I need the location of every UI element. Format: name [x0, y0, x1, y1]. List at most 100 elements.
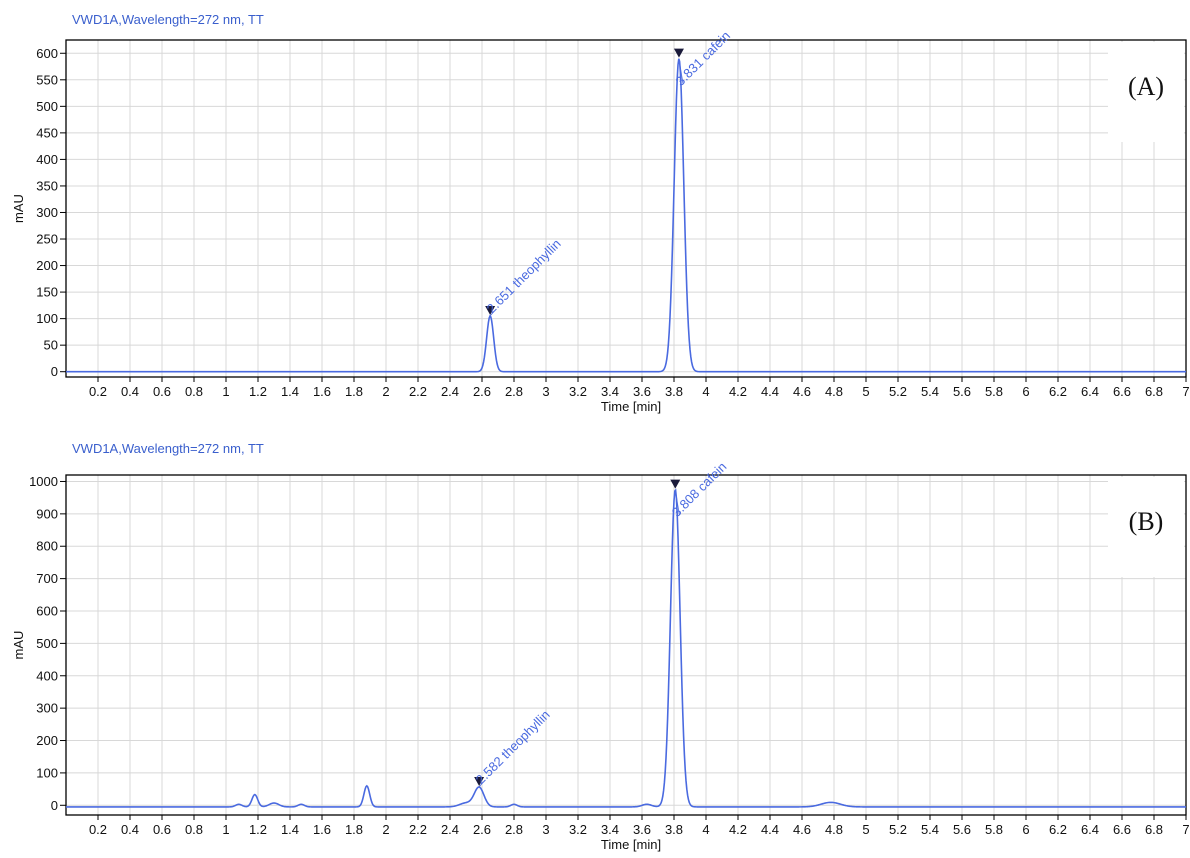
x-axis-title: Time [min]: [601, 399, 661, 414]
peak-leader: [478, 781, 484, 788]
x-tick-label: 6.2: [1049, 822, 1067, 837]
y-tick-label: 200: [36, 733, 58, 748]
x-tick-label: 0.6: [153, 822, 171, 837]
x-tick-label: 1.6: [313, 822, 331, 837]
x-tick-label: 4.6: [793, 384, 811, 399]
panel-tag: (B): [1129, 507, 1164, 536]
x-tick-label: 6: [1022, 822, 1029, 837]
peak-label: 3.808 cafein: [669, 459, 730, 520]
x-tick-label: 3.6: [633, 822, 651, 837]
signal-trace: [66, 58, 1186, 373]
y-tick-label: 100: [36, 765, 58, 780]
x-tick-label: 1: [222, 384, 229, 399]
x-tick-label: 3.2: [569, 384, 587, 399]
x-tick-label: 6.6: [1113, 822, 1131, 837]
peak-marker-icon: [670, 479, 681, 489]
x-tick-label: 4: [702, 822, 709, 837]
x-tick-label: 6.8: [1145, 384, 1163, 399]
y-tick-label: 50: [44, 338, 58, 353]
x-tick-label: 3: [542, 822, 549, 837]
x-tick-label: 1.8: [345, 822, 363, 837]
y-tick-label: 550: [36, 72, 58, 87]
x-tick-label: 3.6: [633, 384, 651, 399]
x-tick-label: 5.2: [889, 822, 907, 837]
y-tick-label: 300: [36, 701, 58, 716]
x-tick-label: 5.8: [985, 822, 1003, 837]
x-tick-label: 0.6: [153, 384, 171, 399]
chromatogram-panel-a: VWD1A,Wavelength=272 nm, TT 0.2 0.4 0.6 0.8 1…: [11, 12, 1190, 414]
x-tick-label: 5.8: [985, 384, 1003, 399]
y-tick-label: 0: [51, 364, 58, 379]
y-tick-label: 600: [36, 604, 58, 619]
grid-lines: [66, 40, 1187, 377]
x-tick-label: 4.4: [761, 822, 779, 837]
x-tick-label: 6.4: [1081, 384, 1099, 399]
x-tick-label: 7: [1182, 822, 1189, 837]
plot-frame: [65, 39, 1187, 378]
y-tick-label: 400: [36, 668, 58, 683]
x-tick-label: 1: [222, 822, 229, 837]
x-tick-label: 3.4: [601, 384, 619, 399]
y-tick-label: 450: [36, 125, 58, 140]
x-tick-label: 4: [702, 384, 709, 399]
y-tick-label: 600: [36, 46, 58, 61]
y-tick-label: 0: [51, 798, 58, 813]
x-tick-label: 4.8: [825, 822, 843, 837]
y-tick-label: 700: [36, 571, 58, 586]
x-tick-label: 1.4: [281, 384, 299, 399]
x-tick-label: 1.2: [249, 384, 267, 399]
x-tick-label: 2.2: [409, 384, 427, 399]
y-tick-label: 300: [36, 205, 58, 220]
peak-marker-icon: [673, 48, 684, 58]
x-tick-label: 6.6: [1113, 384, 1131, 399]
chromatogram-panel-b: VWD1A,Wavelength=272 nm, TT 0.2 0.4 0.6 0.8 1…: [0, 429, 1190, 858]
peak-leader: [489, 310, 495, 317]
x-tick-label: 3: [542, 384, 549, 399]
peak-leader: [678, 58, 684, 84]
x-tick-label: 4.8: [825, 384, 843, 399]
x-tick-label: 5: [862, 822, 869, 837]
y-tick-label: 400: [36, 152, 58, 167]
peak-marker-icon: [485, 305, 496, 315]
x-tick-label: 0.2: [89, 822, 107, 837]
x-tick-label: 2: [382, 822, 389, 837]
x-tick-label: 0.2: [89, 384, 107, 399]
peak-leader: [674, 489, 680, 515]
x-tick-label: 7: [1182, 384, 1189, 399]
x-tick-label: 2.6: [473, 822, 491, 837]
y-axis-title: mAU: [11, 631, 26, 660]
chart-title: VWD1A,Wavelength=272 nm, TT: [72, 12, 264, 27]
peak-label: 2.651 theophyllin: [484, 236, 564, 316]
x-tick-label: 5.6: [953, 384, 971, 399]
x-tick-label: 0.4: [121, 822, 139, 837]
x-tick-label: 6.4: [1081, 822, 1099, 837]
plot-frame: [65, 474, 1187, 816]
y-tick-label: 1000: [29, 474, 58, 489]
y-tick-label: 150: [36, 285, 58, 300]
x-tick-label: 1.4: [281, 822, 299, 837]
x-tick-label: 2.6: [473, 384, 491, 399]
y-tick-label: 350: [36, 178, 58, 193]
x-tick-label: 5.4: [921, 822, 939, 837]
chart-b: VWD1A,Wavelength=272 nm, TT 0.2 0.4 0.6 0.8 1…: [11, 441, 1190, 852]
y-tick-label: 250: [36, 232, 58, 247]
y-tick-label: 900: [36, 506, 58, 521]
x-axis-title: Time [min]: [601, 837, 661, 852]
x-tick-label: 5.6: [953, 822, 971, 837]
x-tick-label: 5.2: [889, 384, 907, 399]
x-tick-label: 0.8: [185, 384, 203, 399]
panel-tag-bg: [1108, 42, 1184, 142]
x-tick-label: 3.4: [601, 822, 619, 837]
x-tick-label: 4.2: [729, 384, 747, 399]
x-tick-label: 6.8: [1145, 822, 1163, 837]
x-tick-label: 5.4: [921, 384, 939, 399]
grid-lines: [66, 475, 1187, 815]
x-tick-label: 2.8: [505, 384, 523, 399]
y-tick-label: 800: [36, 539, 58, 554]
chart-a: VWD1A,Wavelength=272 nm, TT 0.2 0.4 0.6 0.8 1…: [11, 12, 1190, 414]
peak-marker-icon: [474, 777, 485, 787]
panel-tag-bg: [1108, 477, 1184, 577]
x-tick-label: 6: [1022, 384, 1029, 399]
panel-tag: (A): [1128, 72, 1164, 101]
x-tick-label: 2.4: [441, 822, 459, 837]
